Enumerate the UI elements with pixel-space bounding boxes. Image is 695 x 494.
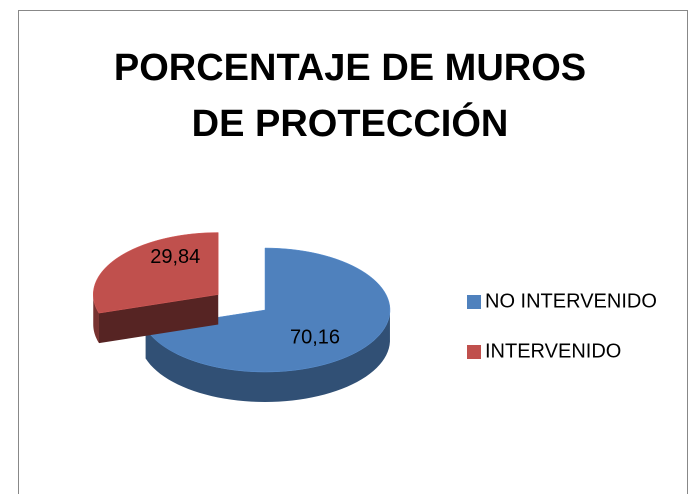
slice xyxy=(145,247,391,373)
slice-side xyxy=(145,311,390,402)
chart-frame xyxy=(18,10,688,494)
data-label: 29,84 xyxy=(150,246,200,268)
slice xyxy=(92,232,219,314)
chart-title: PORCENTAJE DE MUROS DE PROTECCIÓN xyxy=(113,47,587,145)
legend-label: INTERVENIDO xyxy=(485,340,621,362)
slice-side xyxy=(93,294,99,344)
slice-wall xyxy=(98,294,219,344)
data-label: 70,16 xyxy=(290,326,340,348)
legend-swatch xyxy=(467,295,481,309)
legend-swatch xyxy=(467,345,481,359)
legend-label: NO INTERVENIDO xyxy=(485,290,657,312)
